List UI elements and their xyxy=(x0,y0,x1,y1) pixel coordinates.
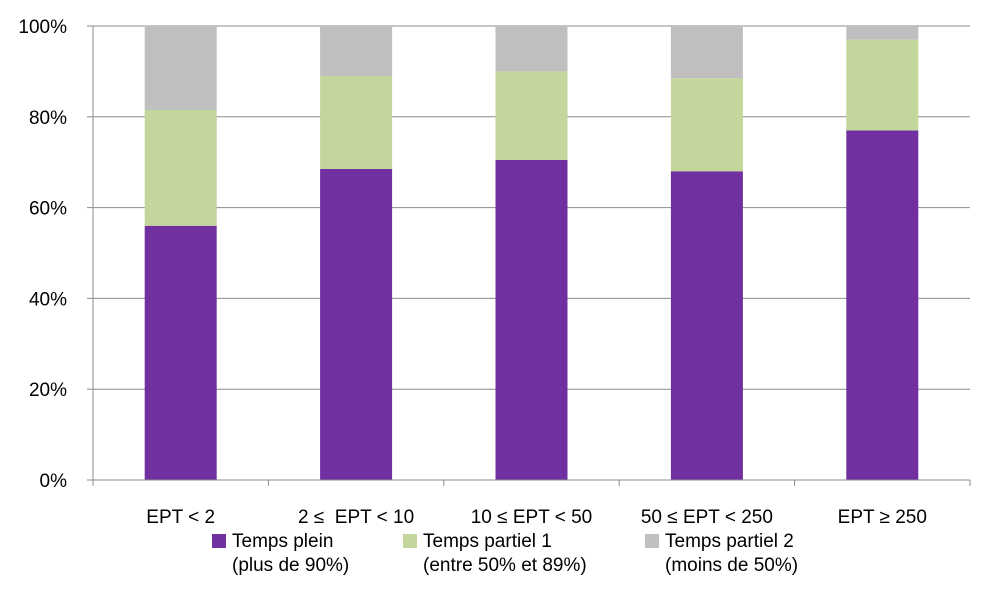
x-tick-label: 50 ≤ EPT < 250 xyxy=(641,507,773,528)
bar-segment-temps-plein xyxy=(495,159,568,480)
axes xyxy=(87,25,971,486)
bar-segment-temps-plein xyxy=(670,171,743,480)
bar-segment-temps-partiel-2 xyxy=(670,26,743,79)
y-tick-label: 40% xyxy=(29,289,67,310)
x-tick-labels: EPT < 2 2 ≤ EPT < 10 10 ≤ EPT < 50 50 ≤ EPT… xyxy=(146,507,927,528)
y-tick-label: 60% xyxy=(29,199,67,220)
bar-segment-temps-partiel-1 xyxy=(495,71,568,160)
x-tick-label: EPT < 2 xyxy=(146,507,215,528)
y-tick-label: 100% xyxy=(18,17,67,38)
bar-segment-temps-partiel-2 xyxy=(144,26,217,110)
y-tick-label: 20% xyxy=(29,380,67,401)
bar-segment-temps-partiel-1 xyxy=(320,75,393,170)
y-tick-labels: 0% 20% 40% 60% 80% 100% xyxy=(18,17,67,492)
x-tick-label: 10 ≤ EPT < 50 xyxy=(471,507,593,528)
bar-segment-temps-plein xyxy=(320,169,393,480)
x-tick-label: 2 ≤ EPT < 10 xyxy=(298,507,414,528)
bar-segment-temps-partiel-1 xyxy=(846,39,919,131)
bar-segment-temps-partiel-2 xyxy=(495,26,568,72)
y-tick-label: 80% xyxy=(29,108,67,129)
bar-segment-temps-partiel-1 xyxy=(144,109,217,226)
bar-segment-temps-partiel-2 xyxy=(320,26,393,76)
bar-segment-temps-partiel-1 xyxy=(670,78,743,172)
bar-segment-temps-plein xyxy=(846,130,919,481)
y-tick-label: 0% xyxy=(40,471,68,492)
x-tick-label: EPT ≥ 250 xyxy=(838,507,927,528)
bar-segment-temps-partiel-2 xyxy=(846,26,919,40)
bar-segment-temps-plein xyxy=(144,225,217,480)
bars xyxy=(144,26,919,481)
